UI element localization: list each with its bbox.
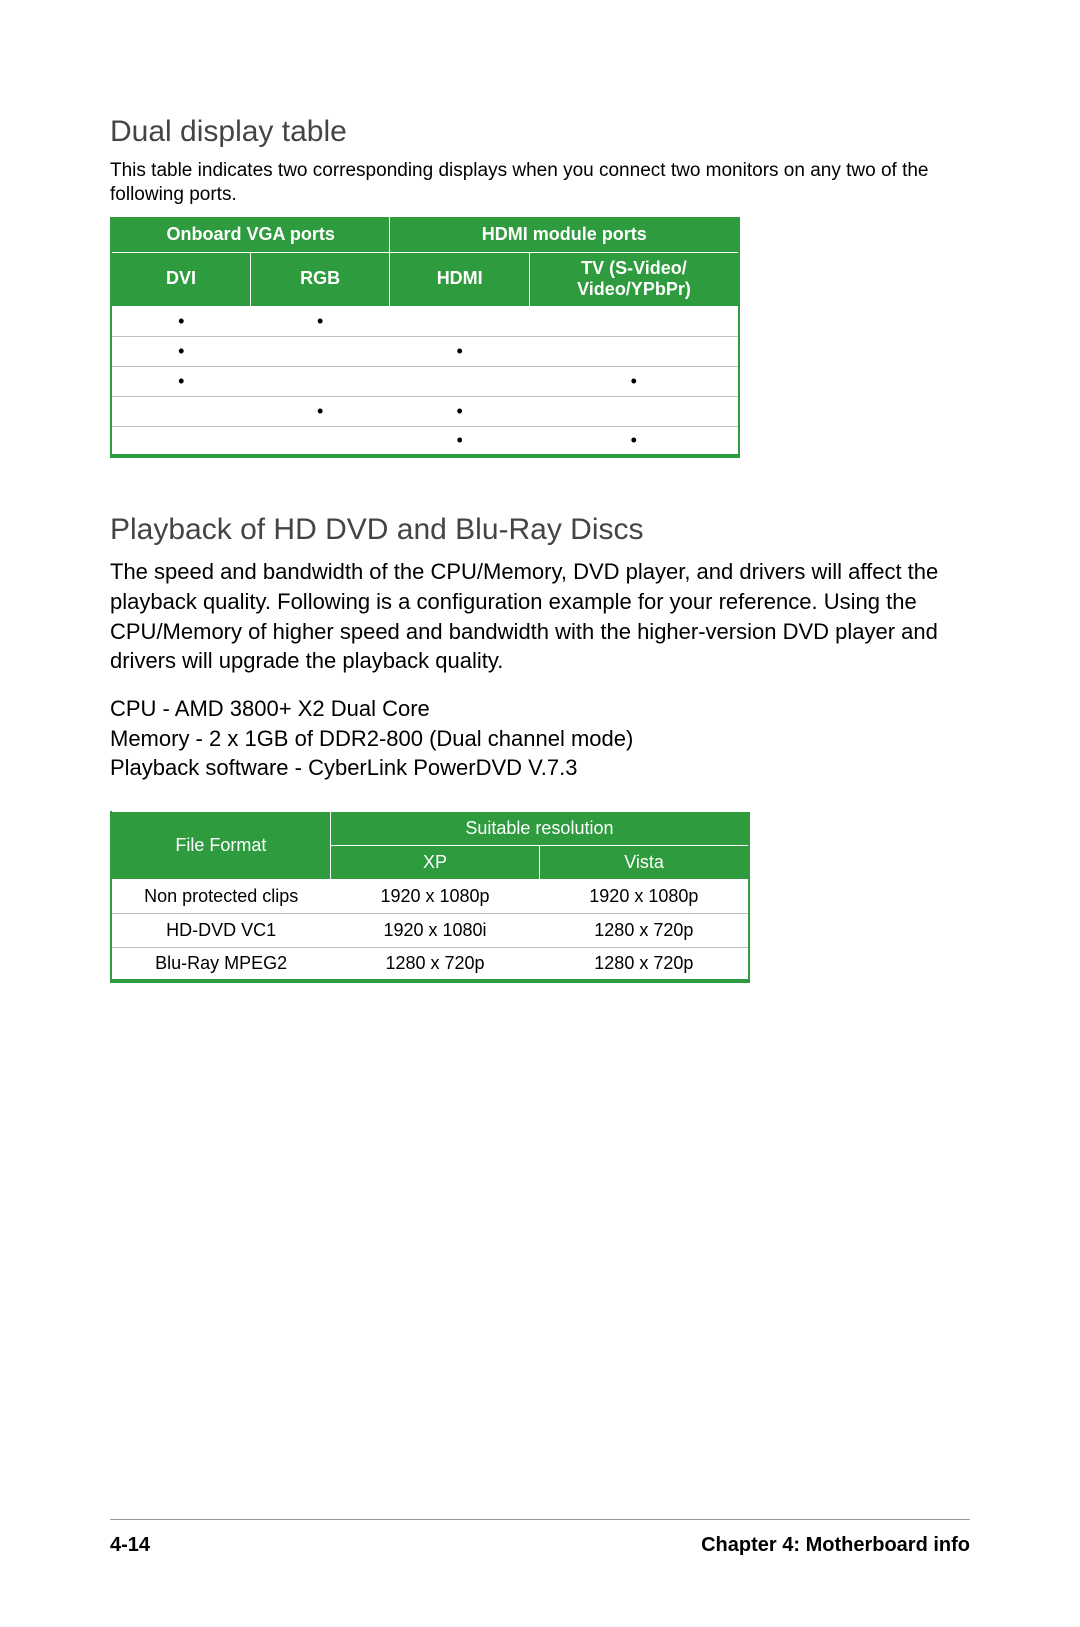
table-cell: • [390,336,530,366]
t1-group-hdmi: HDMI module ports [390,217,739,253]
table-cell [390,366,530,396]
t2-group-res: Suitable resolution [330,812,749,846]
table-cell [250,426,389,456]
spec-mem: Memory - 2 x 1GB of DDR2-800 (Dual chann… [110,724,970,754]
table-cell: 1920 x 1080i [330,913,539,947]
dual-display-heading: Dual display table [110,115,970,149]
table-cell: 1280 x 720p [330,947,539,981]
table-cell [529,396,739,426]
table-row: •• [111,426,739,456]
table-cell [111,396,250,426]
table-cell: • [111,306,250,336]
table-row: •• [111,306,739,336]
t1-sub-rgb: RGB [250,252,389,306]
spec-sw: Playback software - CyberLink PowerDVD V… [110,753,970,783]
table-cell [529,306,739,336]
table-row: Blu-Ray MPEG21280 x 720p1280 x 720p [111,947,749,981]
table-row: •• [111,336,739,366]
table-row: •• [111,366,739,396]
dual-display-table: Onboard VGA ports HDMI module ports DVI … [110,217,740,459]
t2-sub-xp: XP [330,845,539,879]
table-cell: • [529,426,739,456]
table-cell: • [390,396,530,426]
table-cell [390,306,530,336]
table-row: •• [111,396,739,426]
table-cell: • [111,366,250,396]
table-row: Non protected clips1920 x 1080p1920 x 10… [111,879,749,913]
chapter-label: Chapter 4: Motherboard info [701,1534,970,1557]
table-cell: HD-DVD VC1 [111,913,330,947]
table-cell: • [390,426,530,456]
table-cell: 1920 x 1080p [540,879,749,913]
table-cell: • [529,366,739,396]
dual-display-intro: This table indicates two corresponding d… [110,159,970,207]
table-cell [250,336,389,366]
resolution-table: File Format Suitable resolution XP Vista… [110,811,750,983]
table-cell: • [250,306,389,336]
t1-sub-hdmi: HDMI [390,252,530,306]
t1-group-onboard: Onboard VGA ports [111,217,390,253]
playback-specs: CPU - AMD 3800+ X2 Dual Core Memory - 2 … [110,694,970,783]
t2-sub-vista: Vista [540,845,749,879]
t1-sub-dvi: DVI [111,252,250,306]
table-cell [250,366,389,396]
table-cell: • [250,396,389,426]
playback-body: The speed and bandwidth of the CPU/Memor… [110,557,970,676]
playback-heading: Playback of HD DVD and Blu-Ray Discs [110,513,970,547]
page-number: 4-14 [110,1534,150,1557]
page-footer: 4-14 Chapter 4: Motherboard info [110,1519,970,1557]
table-cell [111,426,250,456]
table-cell [529,336,739,366]
table-cell: Blu-Ray MPEG2 [111,947,330,981]
table-row: HD-DVD VC11920 x 1080i1280 x 720p [111,913,749,947]
table-cell: 1280 x 720p [540,913,749,947]
table-cell: 1280 x 720p [540,947,749,981]
spec-cpu: CPU - AMD 3800+ X2 Dual Core [110,694,970,724]
table-cell: • [111,336,250,366]
t2-file-format: File Format [111,812,330,880]
t1-sub-tv: TV (S-Video/ Video/YPbPr) [529,252,739,306]
table-cell: 1920 x 1080p [330,879,539,913]
table-cell: Non protected clips [111,879,330,913]
